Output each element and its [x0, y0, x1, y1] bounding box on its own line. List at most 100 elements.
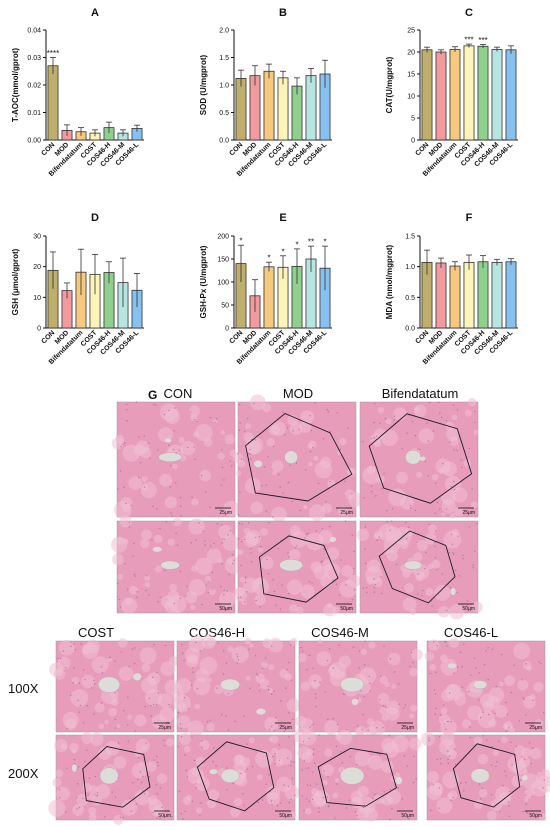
nucleus: [275, 716, 277, 719]
nucleus: [513, 664, 516, 666]
nucleus: [90, 687, 93, 689]
nucleus: [267, 455, 269, 458]
nucleus: [294, 794, 296, 796]
nucleus: [82, 668, 85, 671]
nucleus: [286, 669, 288, 671]
nucleus: [148, 795, 151, 797]
nucleus: [207, 591, 209, 594]
nucleus: [120, 446, 122, 448]
tissue-texture: [190, 414, 198, 422]
tissue-texture: [224, 434, 235, 445]
nucleus: [231, 465, 233, 467]
nucleus: [295, 545, 298, 547]
nucleus: [373, 587, 375, 589]
nucleus: [370, 485, 373, 487]
lobule-outline: [196, 741, 275, 812]
central-vein: [405, 449, 422, 465]
nucleus: [273, 690, 275, 692]
nucleus: [338, 594, 341, 596]
tissue-texture: [405, 528, 414, 537]
nucleus: [289, 644, 292, 646]
nucleus: [137, 778, 139, 781]
nucleus: [348, 799, 350, 801]
nucleus: [439, 412, 441, 414]
nucleus: [180, 812, 183, 815]
tissue-texture: [387, 652, 401, 666]
bar-charts: A0.000.010.020.030.04T-AOC(mmol/gprot) **…: [11, 7, 518, 366]
nucleus: [452, 552, 454, 554]
tissue-texture: [337, 729, 353, 745]
y-axis-label: SOD (U/mgprot): [199, 54, 208, 115]
tissue-texture: [440, 707, 448, 715]
nucleus: [131, 782, 134, 784]
nucleus: [414, 434, 417, 437]
nucleus: [184, 754, 186, 756]
nucleus: [336, 783, 338, 785]
nucleus: [460, 459, 462, 461]
bar: [463, 45, 475, 141]
bar: [491, 48, 503, 141]
tissue-texture: [427, 563, 434, 570]
tissue-texture: [164, 408, 180, 424]
nucleus: [249, 687, 251, 690]
nucleus: [382, 705, 385, 707]
nucleus: [356, 814, 358, 817]
nucleus: [264, 657, 267, 659]
nucleus: [433, 641, 435, 643]
nucleus: [229, 460, 231, 462]
nucleus: [364, 548, 366, 550]
tissue-texture: [171, 689, 185, 702]
tissue-texture: [107, 656, 113, 663]
micrograph-top-r0-c1: 25μm: [232, 394, 363, 523]
tissue-texture: [95, 784, 111, 799]
tissue-texture: [88, 813, 97, 821]
nucleus: [446, 720, 448, 723]
tissue-texture: [385, 418, 392, 425]
nucleus: [131, 648, 134, 650]
nucleus: [151, 676, 154, 678]
bar: [263, 266, 275, 329]
nucleus: [461, 554, 464, 557]
y-tick-label: 0: [411, 138, 415, 145]
scale-bar-label: 50μm: [158, 813, 171, 819]
nucleus: [267, 689, 270, 691]
nucleus: [452, 404, 455, 406]
tissue-texture: [178, 732, 192, 745]
nucleus: [180, 727, 182, 729]
tissue-texture: [217, 452, 225, 460]
nucleus: [508, 790, 511, 793]
tissue-texture: [287, 579, 303, 595]
nucleus: [362, 587, 365, 589]
nucleus: [353, 550, 355, 553]
nucleus: [171, 816, 173, 818]
nucleus: [240, 772, 242, 775]
nucleus: [194, 419, 196, 421]
tissue-texture: [379, 706, 387, 715]
nucleus: [528, 742, 531, 744]
nucleus: [540, 770, 542, 773]
nucleus: [476, 523, 478, 525]
nucleus: [373, 794, 376, 796]
nucleus: [209, 417, 211, 419]
tissue-texture: [356, 725, 367, 736]
nucleus: [307, 767, 310, 769]
nucleus: [367, 729, 369, 731]
nucleus: [126, 409, 128, 411]
nucleus: [86, 704, 88, 707]
nucleus: [345, 807, 348, 809]
nucleus: [370, 437, 373, 440]
tissue-texture: [139, 647, 157, 665]
nucleus: [353, 567, 355, 570]
tissue-texture: [260, 528, 268, 536]
nucleus: [429, 809, 432, 812]
nucleus: [193, 446, 195, 448]
bar: [235, 78, 247, 141]
nucleus: [363, 695, 365, 698]
tissue-texture: [164, 496, 177, 509]
nucleus: [318, 807, 320, 809]
tissue-texture: [436, 797, 453, 814]
tissue-texture: [195, 668, 209, 683]
tissue-texture: [81, 732, 94, 745]
tissue-texture: [424, 532, 437, 545]
nucleus: [157, 692, 160, 694]
